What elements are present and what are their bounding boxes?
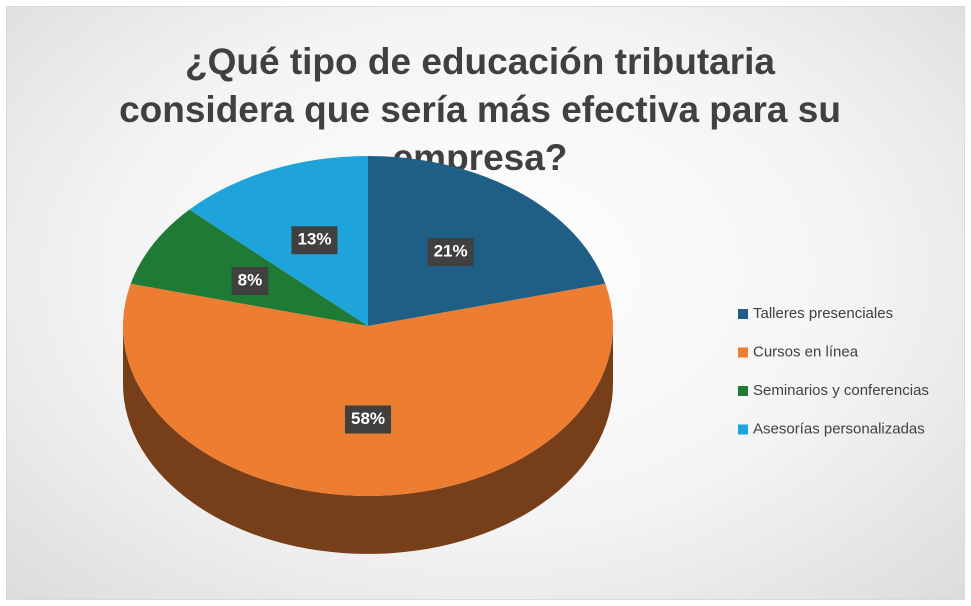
pie-slice <box>189 156 368 326</box>
data-label: 8% <box>231 266 269 295</box>
data-label-box <box>291 226 338 255</box>
legend-swatch <box>738 424 748 435</box>
legend-label: Asesorías personalizadas <box>753 420 925 437</box>
legend-label: Talleres presenciales <box>753 305 893 322</box>
data-label: 58% <box>344 405 392 434</box>
legend-swatch <box>738 347 748 358</box>
data-label: 13% <box>291 226 338 255</box>
legend-swatch <box>738 386 748 396</box>
data-label-box <box>231 266 269 295</box>
pie-slice <box>122 283 613 497</box>
data-label-text: 8% <box>238 270 263 289</box>
data-label-text: 58% <box>351 409 385 428</box>
pie-side <box>123 326 613 554</box>
legend-label: Seminarios y conferencias <box>753 382 929 399</box>
data-label-text: 21% <box>434 242 468 261</box>
pie-slice <box>368 156 606 326</box>
data-label: 21% <box>427 238 474 267</box>
legend-label: Cursos en línea <box>753 343 859 360</box>
data-label-box <box>427 238 474 267</box>
data-label-text: 13% <box>297 230 331 249</box>
data-label-box <box>344 405 392 434</box>
legend-swatch <box>738 309 748 319</box>
